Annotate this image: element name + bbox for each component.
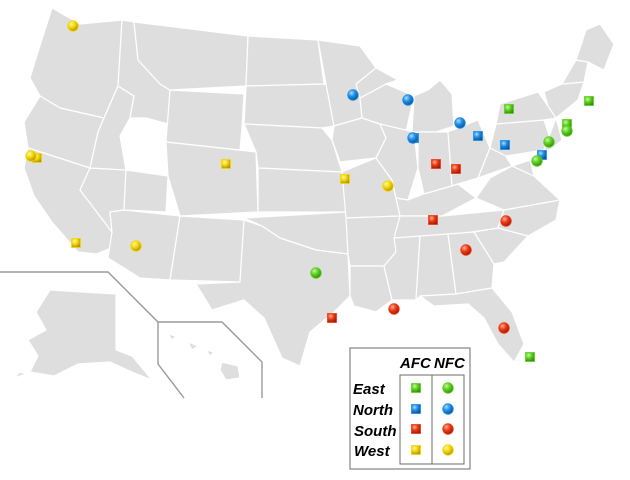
inset-separators [0, 271, 263, 399]
team-marker-afc-south [431, 159, 441, 169]
legend-label-west: West [354, 443, 391, 460]
team-marker-nfc-north [402, 94, 414, 106]
team-marker-nfc-south [388, 303, 400, 315]
team-marker-nfc-south [500, 215, 512, 227]
team-marker-nfc-north [407, 132, 419, 144]
team-marker-nfc-south [498, 322, 510, 334]
legend-swatch-afc-south [411, 424, 421, 434]
legend-header-nfc: NFC [434, 355, 466, 372]
legend-label-north: North [353, 402, 393, 419]
team-marker-nfc-west [130, 240, 142, 252]
legend-label-east: East [353, 381, 386, 398]
team-marker-nfc-east [531, 155, 543, 167]
legend-label-south: South [354, 423, 397, 440]
team-marker-nfc-west [25, 150, 37, 162]
us-states [23, 7, 615, 367]
team-marker-afc-east [584, 96, 594, 106]
team-marker-afc-south [451, 164, 461, 174]
team-marker-afc-south [327, 313, 337, 323]
team-marker-afc-north [500, 140, 510, 150]
team-marker-afc-east [525, 352, 535, 362]
team-marker-nfc-north [347, 89, 359, 101]
team-marker-nfc-east [310, 267, 322, 279]
legend-swatch-nfc-west [442, 444, 454, 456]
team-marker-afc-north [473, 131, 483, 141]
legend-swatch-afc-west [411, 445, 421, 455]
legend: AFC NFC East North South West [349, 347, 471, 470]
team-markers [25, 20, 594, 362]
team-marker-afc-west [340, 174, 350, 184]
alaska-inset [13, 289, 153, 381]
legend-swatch-afc-east [411, 383, 421, 393]
team-marker-nfc-south [460, 244, 472, 256]
legend-header-afc: AFC [399, 355, 432, 372]
team-marker-afc-west [221, 159, 231, 169]
team-marker-afc-east [504, 104, 514, 114]
team-marker-nfc-west [382, 180, 394, 192]
team-marker-nfc-north [454, 117, 466, 129]
legend-swatch-nfc-north [442, 403, 454, 415]
legend-swatch-nfc-east [442, 382, 454, 394]
team-marker-nfc-east [543, 136, 555, 148]
team-marker-afc-south [428, 215, 438, 225]
team-marker-nfc-west [67, 20, 79, 32]
team-marker-afc-west [71, 238, 81, 248]
legend-swatch-afc-north [411, 404, 421, 414]
legend-swatches [411, 382, 454, 456]
legend-swatch-nfc-south [442, 423, 454, 435]
team-marker-nfc-east [561, 125, 573, 137]
hawaii-inset [167, 333, 241, 381]
